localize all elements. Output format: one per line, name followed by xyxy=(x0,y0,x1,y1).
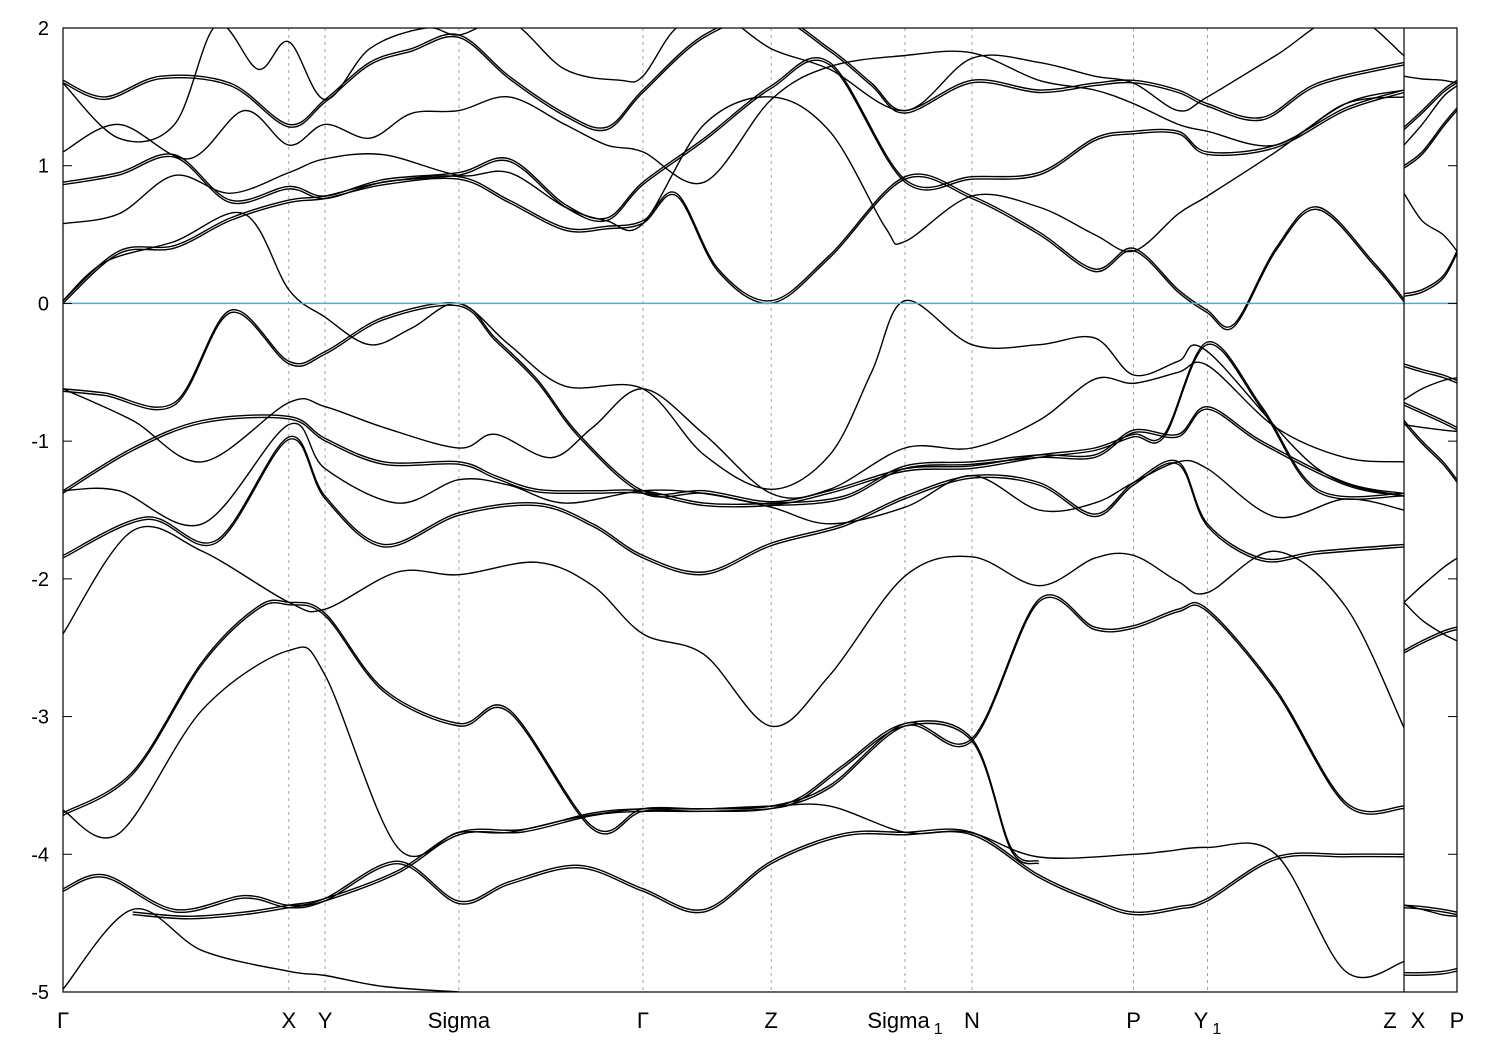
band-line xyxy=(63,28,1405,143)
band-line xyxy=(63,211,1405,497)
x-axis-ticks: Γ X Y Sigma Γ Z Sigma 1 N P Y 1 Z X P xyxy=(57,1008,1464,1038)
band-line-companion xyxy=(1403,404,1457,431)
band-line xyxy=(63,405,1405,506)
band-line-companion xyxy=(1403,907,1457,916)
band-line xyxy=(63,28,1405,129)
band-line xyxy=(1403,377,1457,401)
y-tick-label: -4 xyxy=(31,844,49,866)
band-line xyxy=(1403,401,1457,429)
band-line-companion xyxy=(63,830,1405,916)
band-line xyxy=(63,594,1405,833)
band-line xyxy=(63,56,1405,220)
band-line xyxy=(1403,363,1457,382)
y-tick-label: 2 xyxy=(38,18,49,40)
band-line-companion xyxy=(63,596,1405,835)
band-line-companion xyxy=(63,438,1405,576)
y-tick-label: 1 xyxy=(38,156,49,178)
band-line xyxy=(1403,192,1457,252)
band-line xyxy=(1403,75,1457,84)
band-line-companion xyxy=(1403,253,1457,297)
band-line xyxy=(63,302,1405,503)
x-tick-label: P xyxy=(1126,1008,1141,1033)
x-tick-label: N xyxy=(964,1008,980,1033)
band-line-companion xyxy=(63,28,1405,132)
x-tick-label: Z xyxy=(1383,1008,1396,1033)
band-line xyxy=(63,525,1405,728)
y-tick-label: -5 xyxy=(31,982,49,1004)
band-line xyxy=(63,435,1405,573)
band-line xyxy=(1403,79,1457,128)
x-tick-label: Sigma 1 xyxy=(867,1008,942,1038)
band-line xyxy=(1403,904,1457,913)
y-tick-label: -1 xyxy=(31,431,49,453)
band-line xyxy=(1403,250,1457,295)
band-lines xyxy=(63,28,1457,992)
band-line-companion xyxy=(1403,365,1457,384)
plot-frame xyxy=(62,27,1458,993)
band-line xyxy=(63,361,1405,499)
band-line xyxy=(63,828,1405,914)
band-line xyxy=(1403,423,1457,433)
band-line-companion xyxy=(1403,82,1457,131)
x-tick-label: Z xyxy=(764,1008,777,1033)
x-tick-label: Sigma xyxy=(428,1008,491,1033)
band-line xyxy=(63,908,459,992)
band-line xyxy=(1403,420,1457,481)
band-line xyxy=(1403,601,1457,642)
band-line xyxy=(1403,626,1457,652)
band-line xyxy=(1403,904,1457,917)
band-line xyxy=(132,720,1040,918)
x-tick-label: Γ xyxy=(637,1008,649,1033)
band-line-companion xyxy=(1403,970,1457,976)
band-line xyxy=(63,646,1405,979)
band-line xyxy=(1403,557,1457,603)
y-tick-label: -3 xyxy=(31,707,49,729)
x-tick-label: P xyxy=(1450,1008,1465,1033)
x-tick-label: Γ xyxy=(57,1008,69,1033)
y-tick-label: -2 xyxy=(31,569,49,591)
y-tick-label: 0 xyxy=(38,293,49,315)
x-tick-label: X xyxy=(1411,1008,1426,1033)
band-line-companion xyxy=(63,304,1405,505)
x-tick-label: X xyxy=(281,1008,296,1033)
band-line-companion xyxy=(1403,628,1457,654)
band-line-companion xyxy=(63,408,1405,508)
y-axis-ticks: -5 -4 -3 -2 -1 0 1 2 xyxy=(31,18,1457,1004)
band-line xyxy=(1403,107,1457,167)
band-line xyxy=(1403,85,1457,146)
band-line-companion xyxy=(63,59,1405,223)
band-line xyxy=(1403,967,1457,974)
band-line xyxy=(63,422,1405,527)
band-line xyxy=(63,50,1405,185)
x-tick-label: Y xyxy=(318,1008,333,1033)
band-line-companion xyxy=(132,722,1040,920)
band-line-companion xyxy=(1403,422,1457,483)
band-line-companion xyxy=(1403,109,1457,169)
